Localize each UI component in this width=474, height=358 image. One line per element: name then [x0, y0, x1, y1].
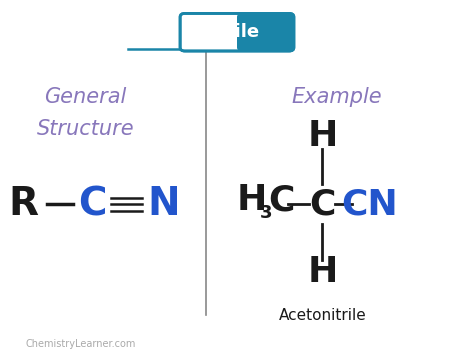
- Text: Example: Example: [291, 87, 382, 107]
- Text: General: General: [44, 87, 127, 107]
- Text: 3: 3: [260, 204, 272, 222]
- Text: C: C: [268, 184, 294, 217]
- Text: N: N: [147, 185, 180, 223]
- Text: Nitrile: Nitrile: [196, 23, 259, 41]
- FancyBboxPatch shape: [237, 13, 294, 51]
- Text: H: H: [307, 255, 337, 289]
- Text: CN: CN: [341, 187, 398, 221]
- Text: Acetonitrile: Acetonitrile: [278, 308, 366, 323]
- Text: H: H: [307, 119, 337, 153]
- Text: R: R: [9, 185, 39, 223]
- FancyBboxPatch shape: [180, 13, 294, 51]
- Text: C: C: [78, 185, 107, 223]
- Text: C: C: [309, 187, 336, 221]
- Text: ChemistryLearner.com: ChemistryLearner.com: [26, 339, 136, 349]
- Text: Structure: Structure: [36, 119, 134, 139]
- Text: H: H: [237, 184, 267, 217]
